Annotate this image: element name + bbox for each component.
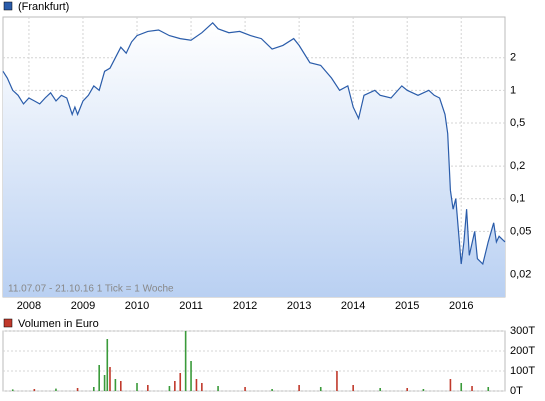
volume-bar	[217, 386, 219, 391]
volume-bar	[106, 339, 109, 391]
legend-label: (Frankfurt)	[18, 1, 69, 13]
volume-bar	[114, 379, 117, 391]
y-tick-label: 0,05	[510, 225, 531, 237]
y-tick-label: 0,1	[510, 193, 525, 205]
y-tick-label: 1	[510, 84, 516, 96]
legend-swatch	[3, 1, 13, 11]
x-tick-label: 2009	[71, 300, 95, 312]
volume-bar	[460, 383, 463, 391]
price-line	[2, 21, 506, 266]
y-tick-label: 0,2	[510, 160, 525, 172]
volume-bar	[109, 367, 111, 391]
volume-bar	[471, 386, 473, 391]
volume-bar	[174, 381, 176, 391]
y-tick-label: 0T	[510, 385, 523, 397]
volume-bar	[422, 389, 425, 391]
y-tick-label: 300T	[510, 325, 535, 337]
legend-swatch	[3, 318, 13, 328]
volume-bar	[298, 385, 300, 391]
annotation: 11.07.07 - 21.10.16 1 Tick = 1 Woche	[8, 284, 174, 295]
volume-bar	[11, 389, 14, 391]
volume-bar	[103, 375, 106, 391]
volume-bar	[147, 385, 149, 391]
x-tick-label: 2014	[341, 300, 365, 312]
volume-bar	[136, 383, 138, 391]
volume-bar	[487, 387, 490, 391]
y-tick-label: 100T	[510, 365, 535, 377]
volume-bar	[352, 385, 354, 391]
x-tick-label: 2016	[449, 300, 473, 312]
x-tick-label: 2011	[179, 300, 203, 312]
x-tick-label: 2008	[17, 300, 41, 312]
volume-bar	[449, 379, 452, 391]
x-tick-label: 2010	[125, 300, 149, 312]
volume-bar	[201, 383, 203, 391]
x-tick-label: 2015	[395, 300, 419, 312]
volume-bar	[92, 387, 95, 391]
volume-bar	[179, 373, 182, 391]
volume-bar	[76, 388, 79, 391]
volume-bar	[244, 387, 246, 391]
volume-bar	[379, 388, 381, 391]
legend-label: Volumen in Euro	[18, 318, 99, 330]
volume-bar	[55, 388, 57, 391]
volume-bar	[168, 386, 171, 391]
x-tick-label: 2012	[233, 300, 257, 312]
volume-bar	[271, 389, 273, 391]
volume-plot-frame	[2, 330, 506, 392]
volume-bar	[98, 365, 100, 391]
y-tick-label: 200T	[510, 345, 535, 357]
volume-bar	[319, 387, 322, 391]
y-tick-label: 0,02	[510, 268, 531, 280]
volume-bar	[336, 371, 338, 391]
y-tick-label: 2	[510, 52, 516, 64]
volume-bar	[184, 331, 187, 391]
volume-bar	[406, 388, 408, 391]
volume-bar	[119, 381, 122, 391]
volume-bar	[195, 379, 198, 391]
volume-bar	[33, 389, 36, 391]
volume-bar	[190, 361, 192, 391]
x-tick-label: 2013	[287, 300, 311, 312]
price-area	[3, 22, 505, 298]
y-tick-label: 0,5	[510, 117, 525, 129]
